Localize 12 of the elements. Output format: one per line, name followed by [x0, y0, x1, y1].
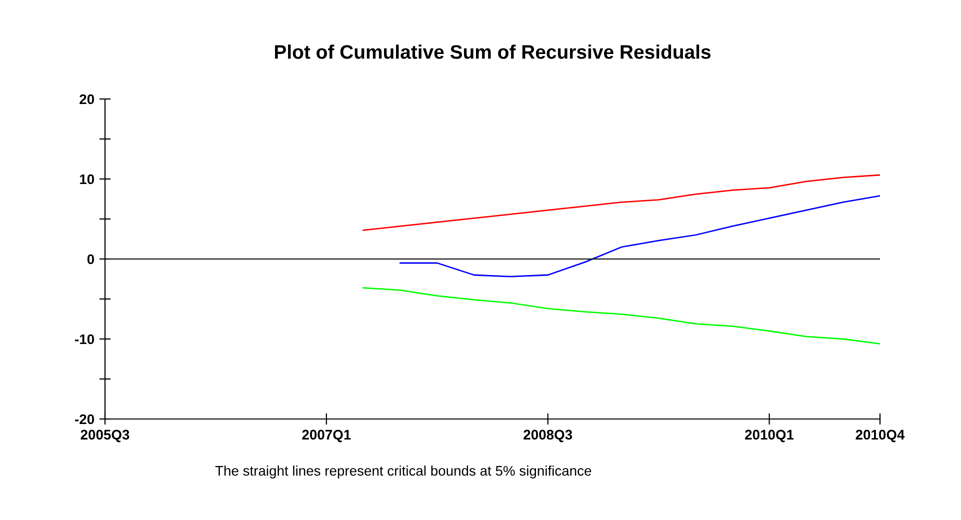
y-tick-label: -10	[75, 334, 94, 344]
y-tick-label: -20	[75, 414, 94, 424]
y-tick-label: 10	[80, 174, 94, 184]
x-tick-label: 2007Q1	[302, 430, 351, 442]
y-tick-label: 20	[80, 94, 94, 104]
chart-title: Plot of Cumulative Sum of Recursive Residuals	[275, 44, 711, 59]
y-tick-label: 0	[87, 254, 94, 264]
text: The straight lines represent critical bounds at 5% significance	[215, 466, 592, 478]
x-tick-label: 2005Q3	[80, 430, 130, 442]
x-tick-label: 2008Q3	[524, 430, 572, 442]
x-tick-label: 2010Q1	[745, 430, 794, 442]
x-tick-label: 2010Q4	[856, 430, 905, 442]
